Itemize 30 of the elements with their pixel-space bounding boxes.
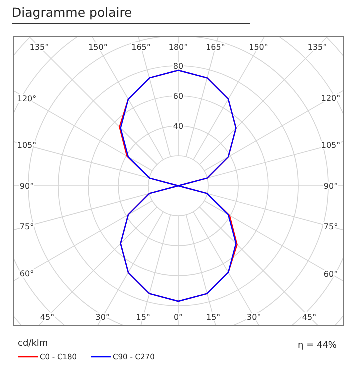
spoke-label: 15° <box>206 312 221 322</box>
y-tick-label: 60 <box>173 92 184 101</box>
spoke-label: 180° <box>168 42 188 52</box>
spoke-label: 105° <box>17 141 37 150</box>
spoke-label: 135° <box>30 42 50 52</box>
spoke-label: 150° <box>88 42 108 52</box>
spoke-label: 60° <box>20 269 34 278</box>
y-tick-label: 80 <box>173 62 184 71</box>
spoke-label: 30° <box>247 312 262 322</box>
spoke-label: 15° <box>136 312 150 322</box>
spoke-label: 150° <box>249 42 268 52</box>
chart-title: Diagramme polaire <box>12 5 133 20</box>
spoke-label: 105° <box>321 140 341 150</box>
spoke-label: 45° <box>302 312 317 322</box>
spoke-label: 60° <box>324 270 338 279</box>
spoke-label: 75° <box>324 222 338 232</box>
spoke-label: 120° <box>321 94 341 103</box>
spoke-label: 45° <box>40 312 55 322</box>
spoke-label: 90° <box>324 182 338 191</box>
spoke-label: 120° <box>17 94 37 104</box>
spoke-label: 165° <box>132 42 151 52</box>
text: η = 44% <box>298 341 338 351</box>
text: cd/klm <box>18 339 48 349</box>
spoke-label: 30° <box>96 312 110 322</box>
y-tick-label: 40 <box>173 122 184 131</box>
spoke-label: 75° <box>20 222 34 232</box>
spoke-label: 165° <box>206 42 226 52</box>
spoke-label: 0° <box>174 312 184 322</box>
spoke-label: 90° <box>20 182 34 191</box>
spoke-label: 135° <box>308 42 328 52</box>
